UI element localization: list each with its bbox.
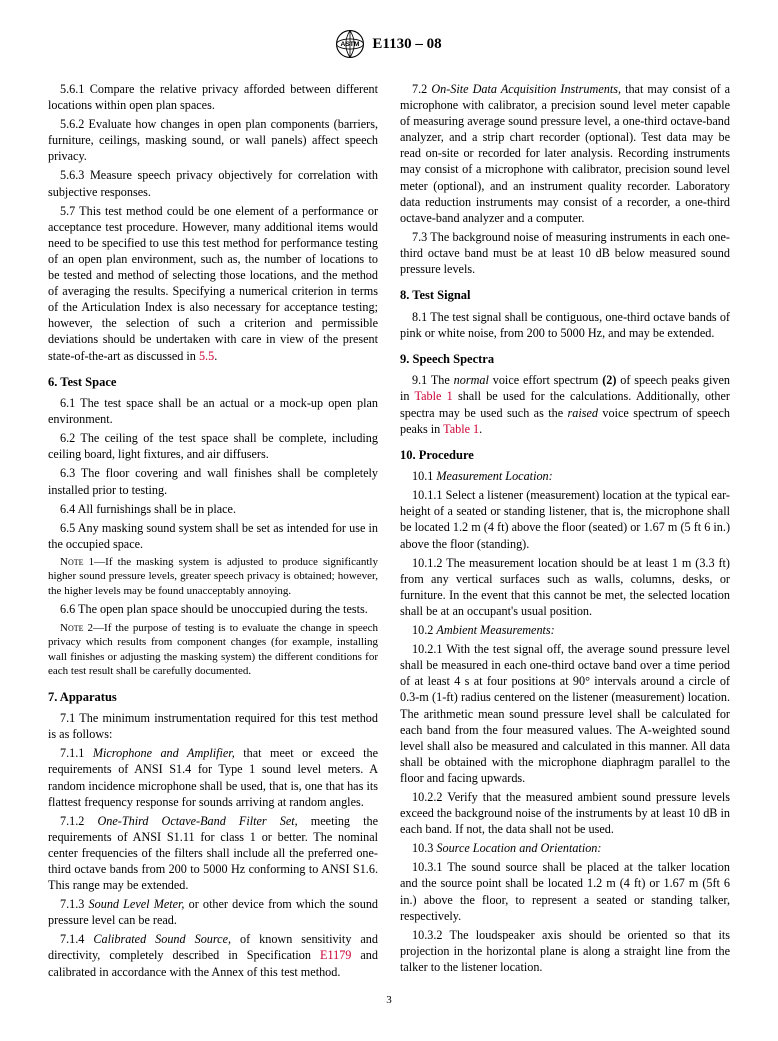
heading-6: 6. Test Space bbox=[48, 374, 378, 391]
header-inner: ASTM E1130 – 08 bbox=[336, 30, 441, 58]
para-5-6-1: 5.6.1 Compare the relative privacy affor… bbox=[48, 81, 378, 113]
para-7-1-3: 7.1.3 Sound Level Meter, or other device… bbox=[48, 896, 378, 928]
t: 7.1.2 bbox=[60, 814, 97, 828]
link-5-5[interactable]: 5.5 bbox=[199, 349, 214, 363]
para-10-3-1: 10.3.1 The sound source shall be placed … bbox=[400, 859, 730, 923]
em: Microphone and Amplifier, bbox=[93, 746, 235, 760]
para-7-3: 7.3 The background noise of measuring in… bbox=[400, 229, 730, 277]
em: On-Site Data Acquisition Instruments, bbox=[431, 82, 621, 96]
ref-2: (2) bbox=[602, 373, 616, 387]
em: Calibrated Sound Source, bbox=[93, 932, 231, 946]
em1: normal bbox=[454, 373, 489, 387]
para-7-1: 7.1 The minimum instrumentation required… bbox=[48, 710, 378, 742]
t: 7.1.4 bbox=[60, 932, 93, 946]
t: 10.1 bbox=[412, 469, 436, 483]
para-10-1-1: 10.1.1 Select a listener (measurement) l… bbox=[400, 487, 730, 551]
para-10-3-2: 10.3.2 The loudspeaker axis should be or… bbox=[400, 927, 730, 975]
t: 7.1.3 bbox=[60, 897, 89, 911]
para-7-1-4: 7.1.4 Calibrated Sound Source, of known … bbox=[48, 931, 378, 979]
para-7-1-2: 7.1.2 One-Third Octave-Band Filter Set, … bbox=[48, 813, 378, 893]
para-10-2-2: 10.2.2 Verify that the measured ambient … bbox=[400, 789, 730, 837]
para-5-6-2: 5.6.2 Evaluate how changes in open plan … bbox=[48, 116, 378, 164]
note-2-label: Note 2— bbox=[60, 622, 104, 634]
em: Measurement Location: bbox=[436, 469, 552, 483]
para-6-1: 6.1 The test space shall be an actual or… bbox=[48, 395, 378, 427]
em: Source Location and Orientation: bbox=[436, 841, 601, 855]
note-1-label: Note 1— bbox=[60, 556, 105, 568]
t2: that may consist of a microphone with ca… bbox=[400, 82, 730, 225]
designation-number: E1130 – 08 bbox=[372, 36, 441, 53]
em: One-Third Octave-Band Filter Set, bbox=[97, 814, 297, 828]
em2: raised bbox=[568, 406, 598, 420]
para-7-1-1: 7.1.1 Microphone and Amplifier, that mee… bbox=[48, 745, 378, 809]
para-5-7-text: 5.7 This test method could be one elemen… bbox=[48, 204, 378, 363]
t2: voice effort spectrum bbox=[489, 373, 602, 387]
t: 7.1.1 bbox=[60, 746, 93, 760]
para-10-1: 10.1 Measurement Location: bbox=[400, 468, 730, 484]
heading-9: 9. Speech Spectra bbox=[400, 351, 730, 368]
para-5-7-end: . bbox=[214, 349, 217, 363]
heading-8: 8. Test Signal bbox=[400, 287, 730, 304]
link-table1-b[interactable]: Table 1 bbox=[443, 422, 479, 436]
para-10-1-2: 10.1.2 The measurement location should b… bbox=[400, 555, 730, 619]
para-5-6-3: 5.6.3 Measure speech privacy objectively… bbox=[48, 167, 378, 199]
para-6-6: 6.6 The open plan space should be unoccu… bbox=[48, 601, 378, 617]
para-10-3: 10.3 Source Location and Orientation: bbox=[400, 840, 730, 856]
para-8-1: 8.1 The test signal shall be contiguous,… bbox=[400, 309, 730, 341]
em: Ambient Measurements: bbox=[436, 623, 554, 637]
heading-7: 7. Apparatus bbox=[48, 689, 378, 706]
page-header: ASTM E1130 – 08 bbox=[48, 30, 730, 63]
link-table1-a[interactable]: Table 1 bbox=[415, 389, 453, 403]
note-2: Note 2—If the purpose of testing is to e… bbox=[48, 621, 378, 679]
link-e1179[interactable]: E1179 bbox=[320, 948, 351, 962]
svg-text:ASTM: ASTM bbox=[341, 41, 360, 48]
para-6-4: 6.4 All furnishings shall be in place. bbox=[48, 501, 378, 517]
note-1: Note 1—If the masking system is adjusted… bbox=[48, 555, 378, 599]
para-9-1: 9.1 The normal voice effort spectrum (2)… bbox=[400, 372, 730, 436]
para-7-2: 7.2 On-Site Data Acquisition Instruments… bbox=[400, 81, 730, 226]
standard-page: ASTM E1130 – 08 5.6.1 Compare the relati… bbox=[0, 0, 778, 1020]
para-5-7: 5.7 This test method could be one elemen… bbox=[48, 203, 378, 364]
t: 10.3 bbox=[412, 841, 436, 855]
para-10-2: 10.2 Ambient Measurements: bbox=[400, 622, 730, 638]
page-number: 3 bbox=[0, 994, 778, 1006]
t: 10.2 bbox=[412, 623, 436, 637]
astm-logo-icon: ASTM bbox=[336, 30, 364, 58]
t: 9.1 The bbox=[412, 373, 454, 387]
para-6-3: 6.3 The floor covering and wall finishes… bbox=[48, 465, 378, 497]
body-columns: 5.6.1 Compare the relative privacy affor… bbox=[48, 81, 730, 980]
t: 7.2 bbox=[412, 82, 431, 96]
para-10-2-1: 10.2.1 With the test signal off, the ave… bbox=[400, 641, 730, 786]
em: Sound Level Meter, bbox=[89, 897, 185, 911]
para-6-2: 6.2 The ceiling of the test space shall … bbox=[48, 430, 378, 462]
para-6-5: 6.5 Any masking sound system shall be se… bbox=[48, 520, 378, 552]
heading-10: 10. Procedure bbox=[400, 447, 730, 464]
t6: . bbox=[479, 422, 482, 436]
